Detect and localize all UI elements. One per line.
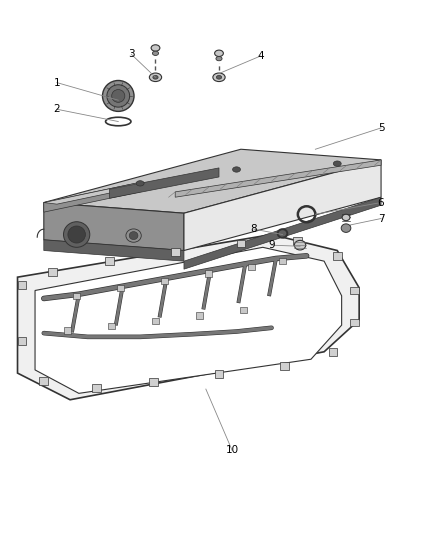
Bar [92,384,101,392]
Bar [279,258,286,264]
Ellipse shape [152,51,159,55]
Bar [64,327,71,334]
Bar [18,337,26,345]
Ellipse shape [151,45,160,51]
Polygon shape [44,240,184,261]
Text: 3: 3 [128,50,135,59]
Polygon shape [44,149,381,213]
Ellipse shape [126,229,141,242]
Bar [117,285,124,291]
Ellipse shape [216,56,222,61]
Ellipse shape [149,73,162,82]
Ellipse shape [342,214,350,221]
Bar [105,257,114,265]
Bar [215,370,223,378]
Bar [237,240,245,247]
Ellipse shape [216,76,222,79]
Text: 5: 5 [378,123,385,133]
Ellipse shape [136,181,144,186]
Polygon shape [110,168,219,198]
Bar [350,319,359,326]
Bar [108,323,115,329]
Ellipse shape [129,231,138,239]
Text: 2: 2 [53,104,60,114]
Bar [149,378,158,386]
Bar [240,307,247,313]
Text: 1: 1 [53,78,60,87]
Text: 4: 4 [257,51,264,61]
Bar [350,287,359,294]
Bar [73,293,80,299]
Bar [196,312,203,319]
Ellipse shape [102,80,134,111]
Ellipse shape [333,161,341,166]
Ellipse shape [153,76,158,79]
Bar [333,252,342,260]
Polygon shape [184,197,381,269]
Bar [248,264,255,270]
Ellipse shape [213,73,225,82]
Ellipse shape [215,50,223,56]
Ellipse shape [294,240,306,250]
Ellipse shape [64,222,90,247]
Bar [39,377,48,385]
Bar [280,362,289,370]
Bar [48,268,57,276]
Ellipse shape [107,85,130,107]
Ellipse shape [341,224,351,232]
Polygon shape [18,235,359,400]
Text: 8: 8 [251,224,258,234]
Polygon shape [44,203,184,251]
Bar [328,348,337,356]
Polygon shape [44,182,140,212]
Bar [293,237,302,245]
Text: 6: 6 [378,198,385,207]
Text: 10: 10 [226,446,239,455]
Polygon shape [44,182,153,204]
Polygon shape [35,247,342,393]
Bar [152,318,159,324]
Bar [205,270,212,277]
Text: 9: 9 [268,240,275,250]
Polygon shape [175,160,381,197]
Polygon shape [184,160,381,251]
Bar [18,281,26,289]
Bar [171,248,180,256]
Text: 7: 7 [378,214,385,223]
Ellipse shape [68,226,85,243]
Ellipse shape [233,167,240,172]
Ellipse shape [112,90,125,102]
Bar [161,278,168,284]
